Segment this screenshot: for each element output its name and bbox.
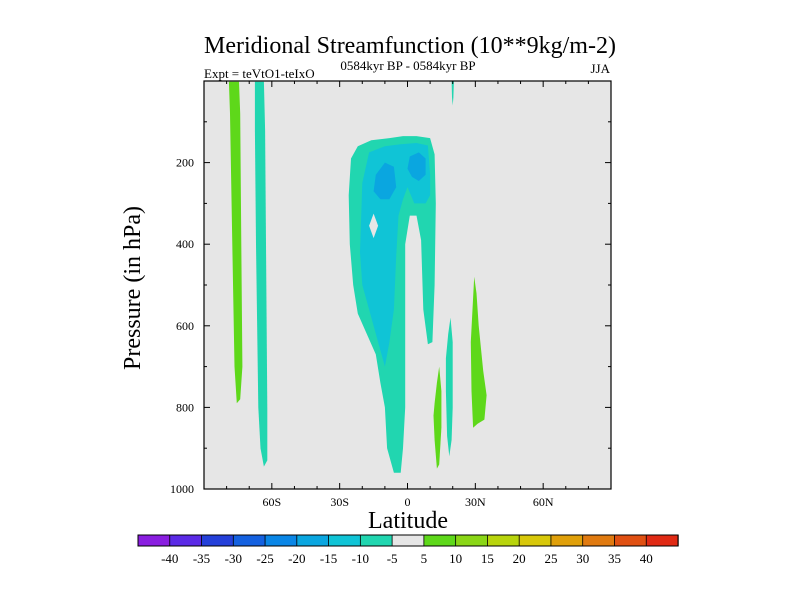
contour-negative-cell-notch (369, 213, 379, 239)
colorbar-swatch (614, 534, 647, 547)
colorbar-swatch (487, 534, 520, 547)
x-tick-label: 60N (533, 495, 554, 509)
tick-layer: 60S 30S 0 30N 60N 200 400 600 800 1000 (170, 81, 611, 509)
x-tick-label: 30S (330, 495, 349, 509)
y-tick-label: 400 (176, 237, 194, 251)
x-tick-label: 0 (405, 495, 411, 509)
colorbar-swatch (201, 534, 234, 547)
contour-positive-cell-28n (470, 276, 487, 428)
experiment-label: Expt = teVtO1-teIxO (204, 66, 315, 81)
colorbar-label: -20 (288, 551, 305, 566)
colorbar-label: -10 (352, 551, 369, 566)
colorbar-label: -30 (225, 551, 242, 566)
contour-negative-cell-core-right (407, 152, 426, 181)
colorbar: -40 -35 -30 -25 -20 -15 -10 -5 5 10 15 20 25 30 35 40 (137, 534, 679, 566)
colorbar-swatch (169, 534, 203, 547)
colorbar-label: 35 (608, 551, 621, 566)
contour-positive-band-70s (228, 81, 243, 404)
colorbar-swatch (264, 534, 298, 547)
contour-negative-band-18n (445, 317, 453, 457)
colorbar-label: 20 (513, 551, 526, 566)
y-tick-label: 200 (176, 156, 194, 170)
contour-layer (228, 81, 487, 473)
period-label: 0584kyr BP - 0584kyr BP (340, 58, 475, 73)
y-tick-label: 800 (176, 400, 194, 414)
x-axis-label: Latitude (368, 508, 448, 534)
colorbar-label: -25 (256, 551, 273, 566)
x-tick-label: 60S (262, 495, 281, 509)
colorbar-label: 5 (421, 551, 428, 566)
contour-negative-sliver-20n (451, 81, 454, 106)
colorbar-swatch (391, 534, 425, 547)
y-axis-label: Pressure (in hPa) (120, 206, 146, 370)
colorbar-swatch (518, 534, 552, 547)
colorbar-label: -35 (193, 551, 210, 566)
colorbar-swatch (296, 534, 330, 547)
colorbar-label: 30 (576, 551, 589, 566)
colorbar-label: 25 (544, 551, 557, 566)
colorbar-swatch (328, 534, 362, 547)
colorbar-label: -40 (161, 551, 178, 566)
contour-negative-cell-middle (360, 143, 431, 367)
colorbar-swatch (359, 534, 393, 547)
colorbar-frame (137, 534, 679, 547)
colorbar-label: -5 (387, 551, 398, 566)
chart-title: Meridional Streamfunction (10**9kg/m-2) (204, 33, 616, 59)
contour-positive-band-12n (433, 366, 442, 469)
colorbar-label: -15 (320, 551, 337, 566)
x-tick-label: 30N (465, 495, 486, 509)
season-label: JJA (590, 61, 610, 76)
colorbar-swatch (232, 534, 266, 547)
contour-negative-band-65s (254, 81, 268, 467)
contour-negative-cell-core-left (373, 162, 397, 200)
colorbar-swatch (645, 534, 679, 547)
colorbar-swatch (550, 534, 584, 547)
y-tick-label: 600 (176, 319, 194, 333)
colorbar-swatch (137, 534, 171, 547)
colorbar-label: 15 (481, 551, 494, 566)
colorbar-label: 10 (449, 551, 462, 566)
colorbar-label: 40 (640, 551, 653, 566)
colorbar-swatch (455, 534, 489, 547)
colorbar-swatch (582, 534, 616, 547)
colorbar-swatch (423, 534, 457, 547)
y-tick-label: 1000 (170, 482, 194, 496)
